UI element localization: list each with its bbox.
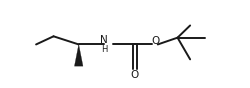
Text: H: H: [101, 45, 107, 54]
Text: O: O: [151, 36, 160, 46]
Text: N: N: [100, 35, 108, 45]
Text: O: O: [131, 70, 139, 80]
Polygon shape: [74, 44, 83, 66]
